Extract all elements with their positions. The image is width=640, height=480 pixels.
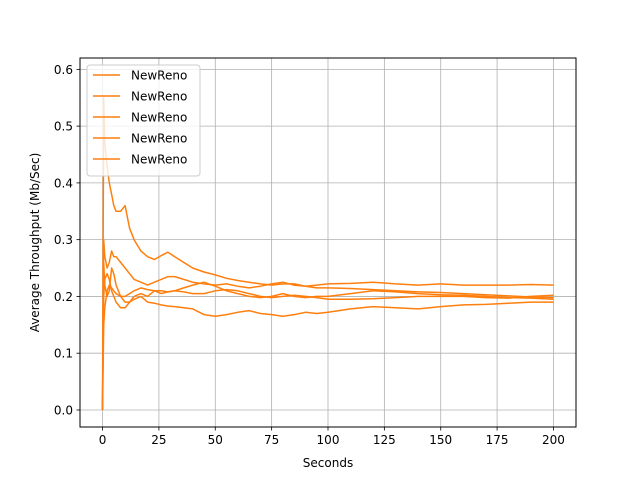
legend-label: NewReno	[131, 111, 187, 125]
grid	[80, 58, 576, 427]
series-line-3	[101, 261, 554, 411]
y-tick-label: 0.4	[54, 176, 73, 190]
x-tick-label: 175	[486, 433, 509, 447]
y-tick-label: 0.5	[54, 120, 73, 134]
legend: NewReno NewReno NewReno NewReno NewReno	[86, 64, 201, 177]
y-tick-label: 0.1	[54, 347, 73, 361]
y-tick-label: 0.6	[54, 63, 73, 77]
y-tick-label: 0.3	[54, 233, 73, 247]
x-axis-ticks: 0 25 50 75 100 125 150 175 200	[99, 427, 565, 447]
series-line-4	[101, 272, 554, 411]
x-tick-label: 25	[151, 433, 166, 447]
series-lines	[101, 96, 554, 411]
x-tick-label: 75	[264, 433, 279, 447]
x-tick-label: 50	[208, 433, 223, 447]
x-tick-label: 0	[99, 433, 107, 447]
y-axis-ticks: 0.0 0.1 0.2 0.3 0.4 0.5 0.6	[54, 63, 80, 417]
legend-label: NewReno	[131, 132, 187, 146]
x-tick-label: 100	[317, 433, 340, 447]
series-line-5	[101, 284, 554, 411]
y-tick-label: 0.2	[54, 290, 73, 304]
x-axis-label: Seconds	[303, 456, 353, 470]
legend-box	[86, 64, 201, 177]
x-tick-label: 150	[429, 433, 452, 447]
y-tick-label: 0.0	[54, 403, 73, 417]
x-tick-label: 125	[373, 433, 396, 447]
legend-label: NewReno	[131, 153, 187, 167]
series-line-1	[101, 96, 554, 411]
legend-label: NewReno	[131, 90, 187, 104]
x-tick-label: 200	[542, 433, 565, 447]
legend-label: NewReno	[131, 69, 187, 83]
y-axis-label: Average Throughput (Mb/Sec)	[28, 153, 42, 333]
